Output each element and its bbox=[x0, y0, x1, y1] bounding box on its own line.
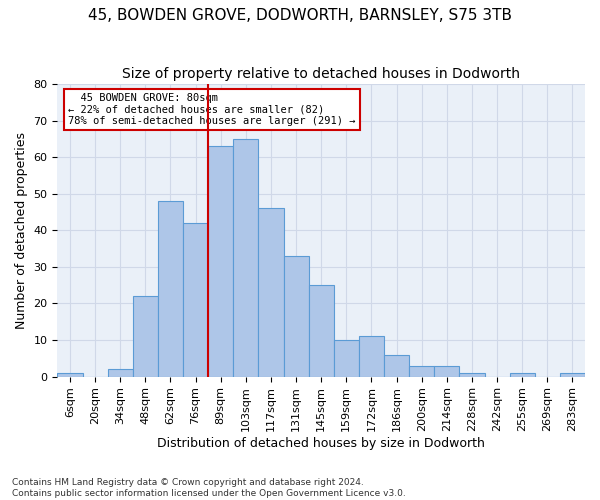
Text: 45 BOWDEN GROVE: 80sqm
← 22% of detached houses are smaller (82)
78% of semi-det: 45 BOWDEN GROVE: 80sqm ← 22% of detached… bbox=[68, 93, 355, 126]
X-axis label: Distribution of detached houses by size in Dodworth: Distribution of detached houses by size … bbox=[157, 437, 485, 450]
Bar bbox=[384, 354, 409, 376]
Bar bbox=[158, 201, 183, 376]
Bar bbox=[284, 256, 308, 376]
Text: Contains HM Land Registry data © Crown copyright and database right 2024.
Contai: Contains HM Land Registry data © Crown c… bbox=[12, 478, 406, 498]
Bar bbox=[334, 340, 359, 376]
Bar bbox=[434, 366, 460, 376]
Y-axis label: Number of detached properties: Number of detached properties bbox=[15, 132, 28, 329]
Bar bbox=[208, 146, 233, 376]
Bar bbox=[460, 373, 485, 376]
Text: 45, BOWDEN GROVE, DODWORTH, BARNSLEY, S75 3TB: 45, BOWDEN GROVE, DODWORTH, BARNSLEY, S7… bbox=[88, 8, 512, 22]
Bar bbox=[560, 373, 585, 376]
Bar bbox=[233, 139, 259, 376]
Bar bbox=[308, 285, 334, 376]
Bar bbox=[509, 373, 535, 376]
Bar bbox=[409, 366, 434, 376]
Bar bbox=[107, 370, 133, 376]
Bar bbox=[133, 296, 158, 376]
Bar bbox=[259, 208, 284, 376]
Bar bbox=[183, 223, 208, 376]
Bar bbox=[58, 373, 83, 376]
Title: Size of property relative to detached houses in Dodworth: Size of property relative to detached ho… bbox=[122, 68, 520, 82]
Bar bbox=[359, 336, 384, 376]
